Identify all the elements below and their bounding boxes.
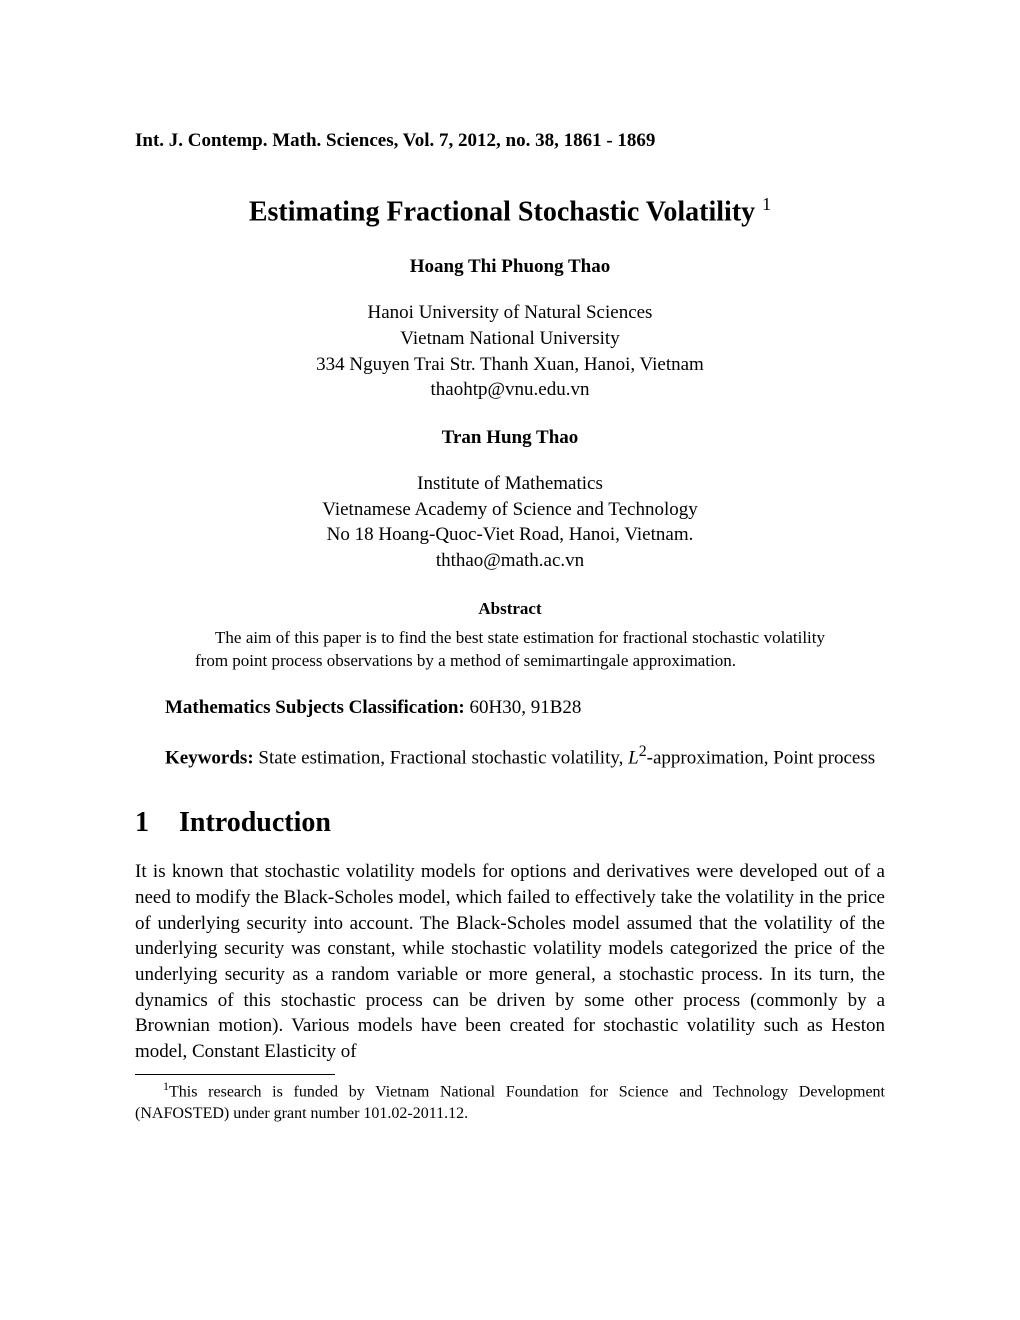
affiliation-line: thaohtp@vnu.edu.vn — [431, 379, 590, 400]
keywords-suffix: -approximation, Point process — [647, 748, 876, 769]
title-text: Estimating Fractional Stochastic Volatil… — [249, 196, 755, 227]
body-paragraph: It is known that stochastic volatility m… — [135, 859, 885, 1064]
abstract-text: The aim of this paper is to find the bes… — [195, 628, 825, 670]
footnote-rule — [135, 1074, 335, 1075]
math-superscript: 2 — [639, 743, 647, 760]
author-2-affiliation: Institute of Mathematics Vietnamese Acad… — [135, 471, 885, 574]
msc-value: 60H30, 91B28 — [470, 697, 582, 718]
title-footnote-marker: 1 — [762, 194, 771, 214]
abstract-body: The aim of this paper is to find the bes… — [195, 627, 825, 673]
keywords: Keywords: State estimation, Fractional s… — [135, 741, 885, 771]
author-1-affiliation: Hanoi University of Natural Sciences Vie… — [135, 300, 885, 403]
affiliation-line: Vietnam National University — [400, 328, 619, 349]
affiliation-line: ththao@math.ac.vn — [436, 550, 584, 571]
author-name-2: Tran Hung Thao — [135, 427, 885, 449]
footnote: 1This research is funded by Vietnam Nati… — [135, 1079, 885, 1124]
keywords-prefix: State estimation, Fractional stochastic … — [258, 748, 628, 769]
section-number: 1 — [135, 807, 149, 839]
affiliation-line: Vietnamese Academy of Science and Techno… — [322, 499, 697, 520]
keywords-label: Keywords: — [165, 748, 254, 769]
math-symbol: L — [628, 748, 639, 769]
abstract-heading: Abstract — [135, 599, 885, 619]
affiliation-line: 334 Nguyen Trai Str. Thanh Xuan, Hanoi, … — [316, 354, 704, 375]
affiliation-line: Hanoi University of Natural Sciences — [368, 302, 653, 323]
section-heading: 1 Introduction — [135, 807, 885, 839]
journal-header: Int. J. Contemp. Math. Sciences, Vol. 7,… — [135, 130, 885, 152]
author-name-1: Hoang Thi Phuong Thao — [135, 256, 885, 278]
msc-classification: Mathematics Subjects Classification: 60H… — [135, 697, 885, 719]
page-container: Int. J. Contemp. Math. Sciences, Vol. 7,… — [0, 0, 1020, 1124]
footnote-text: This research is funded by Vietnam Natio… — [135, 1084, 885, 1122]
affiliation-line: Institute of Mathematics — [417, 473, 603, 494]
section-title: Introduction — [179, 807, 331, 838]
affiliation-line: No 18 Hoang-Quoc-Viet Road, Hanoi, Vietn… — [327, 524, 694, 545]
paper-title: Estimating Fractional Stochastic Volatil… — [135, 194, 885, 228]
msc-label: Mathematics Subjects Classification: — [165, 697, 465, 718]
